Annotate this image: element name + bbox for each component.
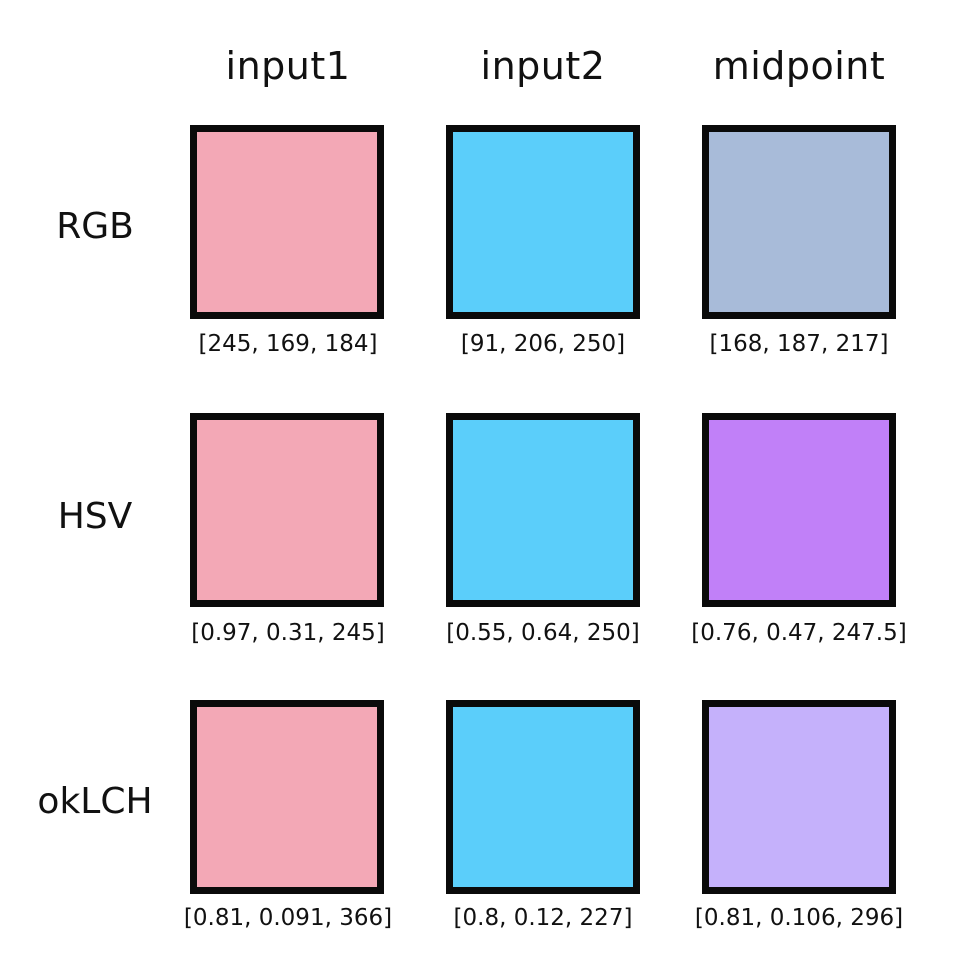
swatch-hsv-input1 — [190, 413, 384, 607]
swatch-rgb-input2 — [446, 125, 640, 319]
swatch-rgb-input1 — [190, 125, 384, 319]
row-label-oklch: okLCH — [37, 781, 153, 822]
caption-oklch-midpoint: [0.81, 0.106, 296] — [694, 905, 904, 931]
column-header-input1: input1 — [225, 44, 351, 88]
column-header-input2: input2 — [480, 44, 606, 88]
swatch-oklch-input1 — [190, 700, 384, 894]
caption-oklch-input2: [0.8, 0.12, 227] — [453, 905, 633, 931]
swatch-oklch-input2 — [446, 700, 640, 894]
swatch-hsv-midpoint — [702, 413, 896, 607]
caption-oklch-input1: [0.81, 0.091, 366] — [183, 905, 393, 931]
column-header-midpoint: midpoint — [712, 44, 886, 88]
swatch-rgb-midpoint — [702, 125, 896, 319]
caption-rgb-input2: [91, 206, 250] — [460, 331, 626, 357]
caption-rgb-input1: [245, 169, 184] — [198, 331, 378, 357]
caption-rgb-midpoint: [168, 187, 217] — [709, 331, 889, 357]
caption-hsv-midpoint: [0.76, 0.47, 247.5] — [691, 620, 907, 646]
swatch-hsv-input2 — [446, 413, 640, 607]
caption-hsv-input2: [0.55, 0.64, 250] — [446, 620, 640, 646]
swatch-oklch-midpoint — [702, 700, 896, 894]
row-label-hsv: HSV — [57, 496, 133, 537]
caption-hsv-input1: [0.97, 0.31, 245] — [191, 620, 385, 646]
row-label-rgb: RGB — [56, 206, 134, 247]
